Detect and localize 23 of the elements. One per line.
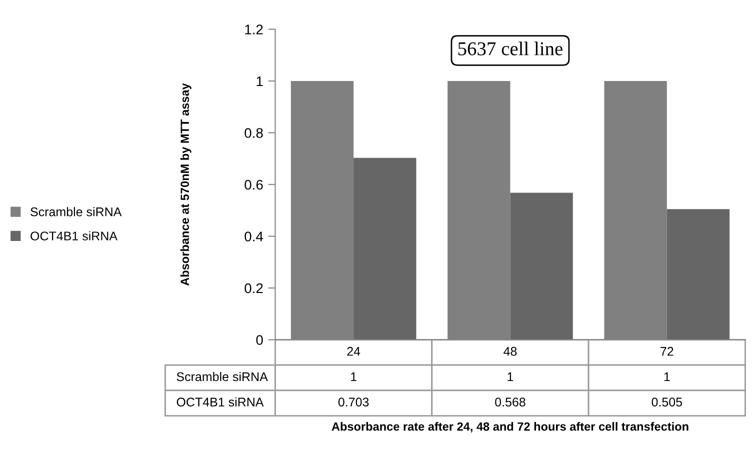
legend-label: Scramble siRNA bbox=[30, 207, 122, 216]
data-label: 1 bbox=[508, 372, 514, 382]
y-axis-title: Absorbance at 570nM by MTT assay bbox=[180, 83, 192, 286]
text: Scramble siRNA bbox=[176, 372, 268, 382]
chart-title: 5637 cell line bbox=[458, 42, 562, 56]
data-label: 1 bbox=[664, 372, 670, 382]
y-tick-label: 1 bbox=[256, 76, 263, 86]
y-tick-label: 0.6 bbox=[244, 180, 263, 190]
text: OCT4B1 siRNA bbox=[176, 397, 264, 406]
data-label: 0.703 bbox=[338, 398, 369, 406]
y-tick-label: 0 bbox=[256, 335, 263, 345]
y-tick-label: 0.4 bbox=[244, 232, 264, 242]
x-tick-label: 72 bbox=[660, 346, 674, 356]
data-label: 0.568 bbox=[495, 398, 526, 406]
text: Absorbance rate after 24, 48 and 72 hours after cell transfection bbox=[332, 422, 688, 432]
y-tick-label: 0.8 bbox=[244, 128, 263, 138]
y-tick-label: 0.2 bbox=[244, 283, 263, 294]
y-tick-label: 1.2 bbox=[245, 24, 263, 34]
data-label: 1 bbox=[351, 372, 356, 382]
legend-label: OCT4B1 siRNA bbox=[30, 231, 118, 240]
x-tick-label: 48 bbox=[504, 346, 517, 356]
data-label: 0.505 bbox=[652, 398, 682, 406]
x-tick-label: 24 bbox=[347, 346, 360, 356]
